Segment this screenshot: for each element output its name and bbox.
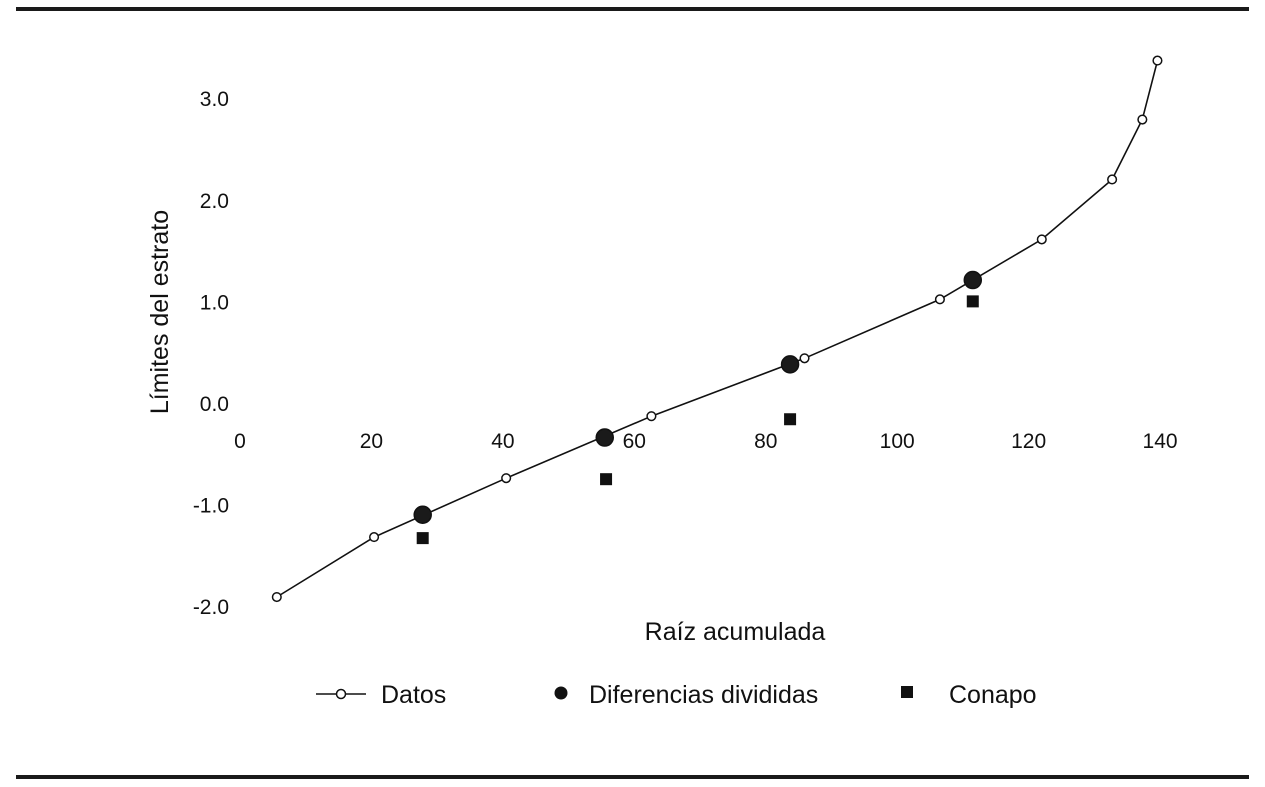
point-conapo [784,413,797,426]
legend-label-datos: Datos [381,681,446,709]
y-tick-label: 0.0 [200,393,229,416]
x-axis-title: Raíz acumulada [645,618,826,646]
point-conapo [416,532,429,545]
y-tick-label: -2.0 [193,596,229,619]
point-diferencias [780,355,800,374]
point-datos [799,353,810,364]
y-axis-title: Límites del estrato [146,210,174,414]
y-tick-label: -1.0 [193,495,229,518]
y-axis-ticks: 3.0 2.0 1.0 0.0 -1.0 -2.0 [193,88,229,619]
point-datos [1137,114,1148,125]
point-datos [1107,174,1118,185]
point-datos [1152,55,1163,66]
point-datos [646,411,657,422]
series-line-datos [276,60,1159,598]
x-axis-ticks: 0 20 40 60 80 100 120 140 [234,430,1177,453]
y-tick-label: 1.0 [200,291,229,314]
legend-label-conapo: Conapo [949,681,1037,709]
x-tick-label: 140 [1143,430,1178,453]
point-datos [369,532,380,543]
x-tick-label: 80 [754,430,777,453]
x-tick-label: 100 [880,430,915,453]
x-tick-label: 60 [623,430,646,453]
point-diferencias [595,428,614,447]
point-datos [501,473,512,484]
point-conapo [966,295,979,308]
legend-label-diferencias: Diferencias divididas [589,681,818,709]
point-diferencias [413,505,432,524]
top-rule [16,7,1249,11]
legend: Datos Diferencias divididas Conapo [316,681,1037,709]
x-tick-label: 120 [1011,430,1046,453]
bottom-rule [16,775,1249,779]
point-datos [934,294,945,305]
y-tick-label: 3.0 [200,88,229,111]
point-diferencias [963,270,983,290]
y-tick-label: 2.0 [200,190,229,213]
point-datos [271,591,282,603]
x-tick-label: 20 [360,430,383,453]
legend-item-diferencias: Diferencias divididas [554,681,818,709]
x-tick-label: 0 [234,430,246,453]
point-conapo [600,473,613,486]
legend-item-conapo: Conapo [901,681,1037,709]
legend-item-datos: Datos [316,681,446,709]
series-layer [271,55,1163,603]
point-datos [1036,234,1047,245]
x-tick-label: 40 [491,430,514,453]
